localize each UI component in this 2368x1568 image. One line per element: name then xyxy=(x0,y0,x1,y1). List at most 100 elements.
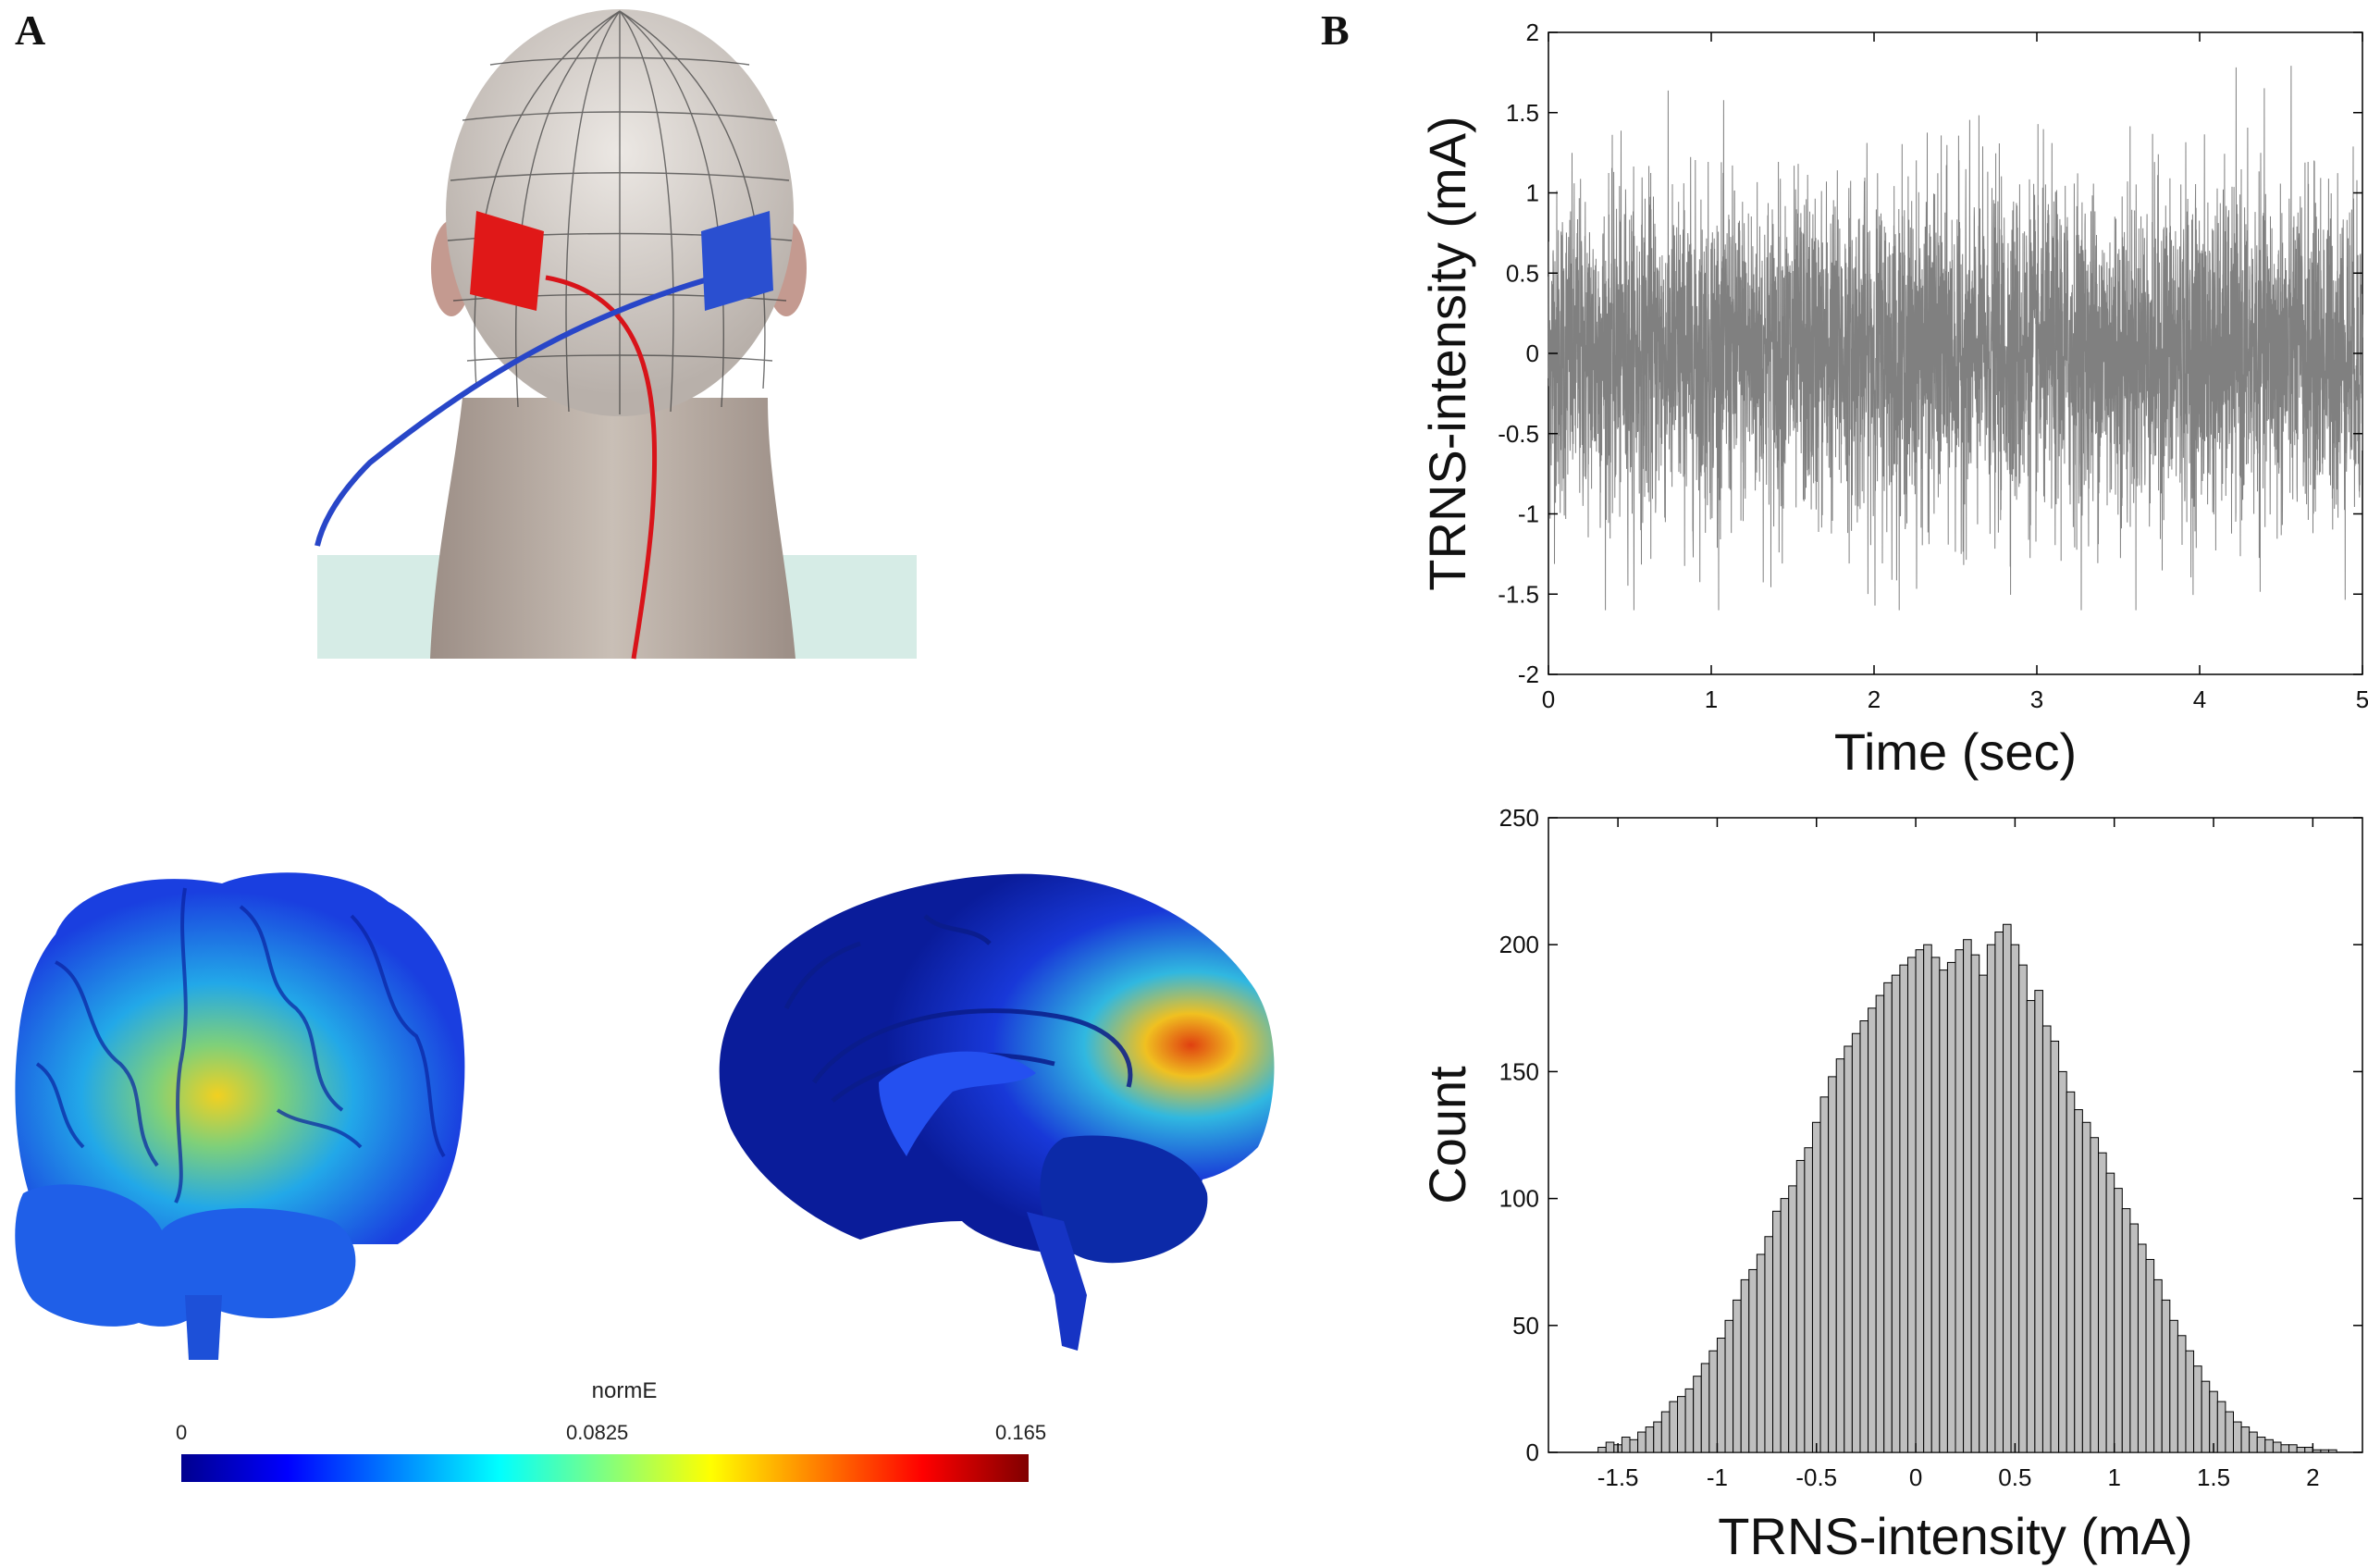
brain-posterior-cerebellum xyxy=(15,1184,356,1327)
timeseries-x-ticks: 0 1 2 3 4 5 xyxy=(1542,32,2368,713)
histogram-bar xyxy=(2105,1172,2115,1453)
histogram-bar xyxy=(2066,1091,2076,1453)
histogram-bar xyxy=(1844,1045,1853,1453)
timeseries-x-tick-label: 2 xyxy=(1868,685,1881,713)
histogram-bar xyxy=(2256,1437,2266,1453)
histogram-x-label: TRNS-intensity (mA) xyxy=(1718,1507,2192,1565)
histogram-bar xyxy=(1748,1268,1758,1453)
histogram-bar xyxy=(1899,964,1908,1453)
timeseries-x-tick-label: 3 xyxy=(2030,685,2043,713)
histogram-bar xyxy=(2026,1000,2036,1453)
histogram-bar xyxy=(1645,1426,1655,1453)
histogram-bar xyxy=(2272,1441,2282,1453)
histogram-bar xyxy=(2240,1426,2251,1453)
histogram-bar xyxy=(2185,1350,2195,1453)
histogram-bar xyxy=(2114,1188,2123,1453)
histogram-bar xyxy=(1828,1076,1837,1453)
blue-wire xyxy=(314,270,732,547)
histogram-bar xyxy=(2137,1243,2147,1453)
histogram-bar xyxy=(1986,944,1996,1453)
timeseries-y-ticks: 2 1.5 1 0.5 0 -0.5 -1 -1.5 -2 xyxy=(1498,19,2362,688)
histogram-bar xyxy=(1637,1431,1646,1453)
histogram-bar xyxy=(2201,1380,2211,1453)
histogram-bar xyxy=(1677,1396,1686,1453)
histogram-bar xyxy=(2010,944,2020,1453)
left-electrode-red xyxy=(470,211,544,311)
histogram-bar xyxy=(1716,1338,1726,1453)
timeseries-y-tick-label: 1 xyxy=(1526,179,1539,207)
panel-label-a: A xyxy=(15,6,46,54)
histogram-bar xyxy=(2161,1299,2171,1453)
histogram-bar xyxy=(1684,1388,1695,1453)
histogram-bar xyxy=(1811,1121,1821,1453)
histogram-y-tick-label: 250 xyxy=(1499,804,1539,832)
histogram-y-tick-label: 150 xyxy=(1499,1057,1539,1085)
right-electrode-blue xyxy=(701,211,773,311)
histogram-bar xyxy=(1669,1401,1679,1453)
histogram-bar xyxy=(1795,1159,1806,1453)
histogram-x-tick-label: -0.5 xyxy=(1795,1463,1837,1491)
timeseries-y-tick-label: 1.5 xyxy=(1506,99,1539,127)
histogram-bar xyxy=(2216,1401,2226,1453)
histogram-bar xyxy=(2304,1447,2313,1453)
histogram-x-tick-label: 1 xyxy=(2107,1463,2120,1491)
histogram-bar xyxy=(1891,974,1901,1453)
histogram-bar xyxy=(1915,949,1925,1453)
histogram-bar xyxy=(1979,974,1988,1453)
histogram-bar xyxy=(1700,1363,1710,1453)
histogram-bar xyxy=(1963,939,1972,1453)
colorbar-title: normE xyxy=(591,1378,658,1403)
histogram-bar xyxy=(1868,1007,1877,1453)
timeseries-x-tick-label: 0 xyxy=(1542,685,1555,713)
histogram-bar xyxy=(2153,1278,2163,1453)
histogram-bar xyxy=(1621,1437,1631,1453)
timeseries-x-tick-label: 5 xyxy=(2356,685,2368,713)
histogram-y-tick-label: 0 xyxy=(1526,1438,1539,1466)
histogram-x-tick-label: 0.5 xyxy=(1998,1463,2031,1491)
histogram-y-label: Count xyxy=(1418,1066,1476,1204)
histogram-bar xyxy=(2121,1208,2131,1453)
histogram-bar xyxy=(2232,1421,2242,1453)
histogram-bar xyxy=(1939,969,1948,1453)
colorbar-tick-min: 0 xyxy=(176,1421,188,1444)
histogram-bar xyxy=(2090,1137,2100,1453)
timeseries-signal-line xyxy=(1548,66,2363,611)
histogram-bar xyxy=(2129,1223,2139,1453)
head-mesh-grid xyxy=(447,10,793,414)
histogram-bar xyxy=(2003,923,2012,1453)
colorbar-tick-max: 0.165 xyxy=(995,1421,1047,1444)
colorbar-gradient xyxy=(181,1454,1029,1482)
histogram-bars xyxy=(1597,923,2337,1453)
histogram-bar xyxy=(1788,1185,1797,1453)
histogram-bar xyxy=(2264,1438,2274,1453)
histogram-x-tick-label: 1.5 xyxy=(2197,1463,2230,1491)
histogram-bar xyxy=(2225,1411,2234,1453)
timeseries-signal xyxy=(1548,66,2363,611)
histogram-x-tick-label: -1 xyxy=(1707,1463,1728,1491)
brain-sagittal-cerebellum xyxy=(1040,1135,1208,1264)
histogram-bar xyxy=(1756,1253,1766,1453)
histogram-y-ticks: 250 200 150 100 50 0 xyxy=(1499,804,2362,1466)
timeseries-y-label: TRNS-intensity (mA) xyxy=(1418,116,1476,590)
histogram-bar xyxy=(2328,1449,2337,1453)
histogram-bar xyxy=(2280,1444,2290,1453)
timeseries-y-tick-label: 0 xyxy=(1526,340,1539,367)
histogram-bar xyxy=(2081,1121,2091,1453)
histogram-bar xyxy=(2145,1258,2155,1453)
histogram-bar xyxy=(1930,957,1941,1453)
brain-posterior-stem xyxy=(185,1295,222,1360)
histogram-bar xyxy=(1970,954,1980,1453)
red-wire xyxy=(545,275,658,660)
histogram-bar xyxy=(1629,1438,1639,1453)
neck xyxy=(430,398,796,659)
histogram-bar xyxy=(1923,944,1932,1453)
histogram-bar xyxy=(1693,1376,1702,1453)
histogram-bar xyxy=(1851,1032,1861,1453)
histogram-bar xyxy=(1804,1147,1813,1453)
timeseries-y-tick-label: -1.5 xyxy=(1498,580,1539,608)
histogram-bar xyxy=(2058,1070,2067,1453)
histogram-bar xyxy=(2098,1152,2107,1453)
histogram-bar xyxy=(1946,961,1956,1453)
histogram-x-ticks: -1.5 -1 -0.5 0 0.5 1 1.5 2 xyxy=(1597,818,2320,1491)
histogram-chart: 250 200 150 100 50 0 -1.5 -1 -0.5 0 0.5 1 1.5 2 TRNS… xyxy=(1418,804,2363,1565)
